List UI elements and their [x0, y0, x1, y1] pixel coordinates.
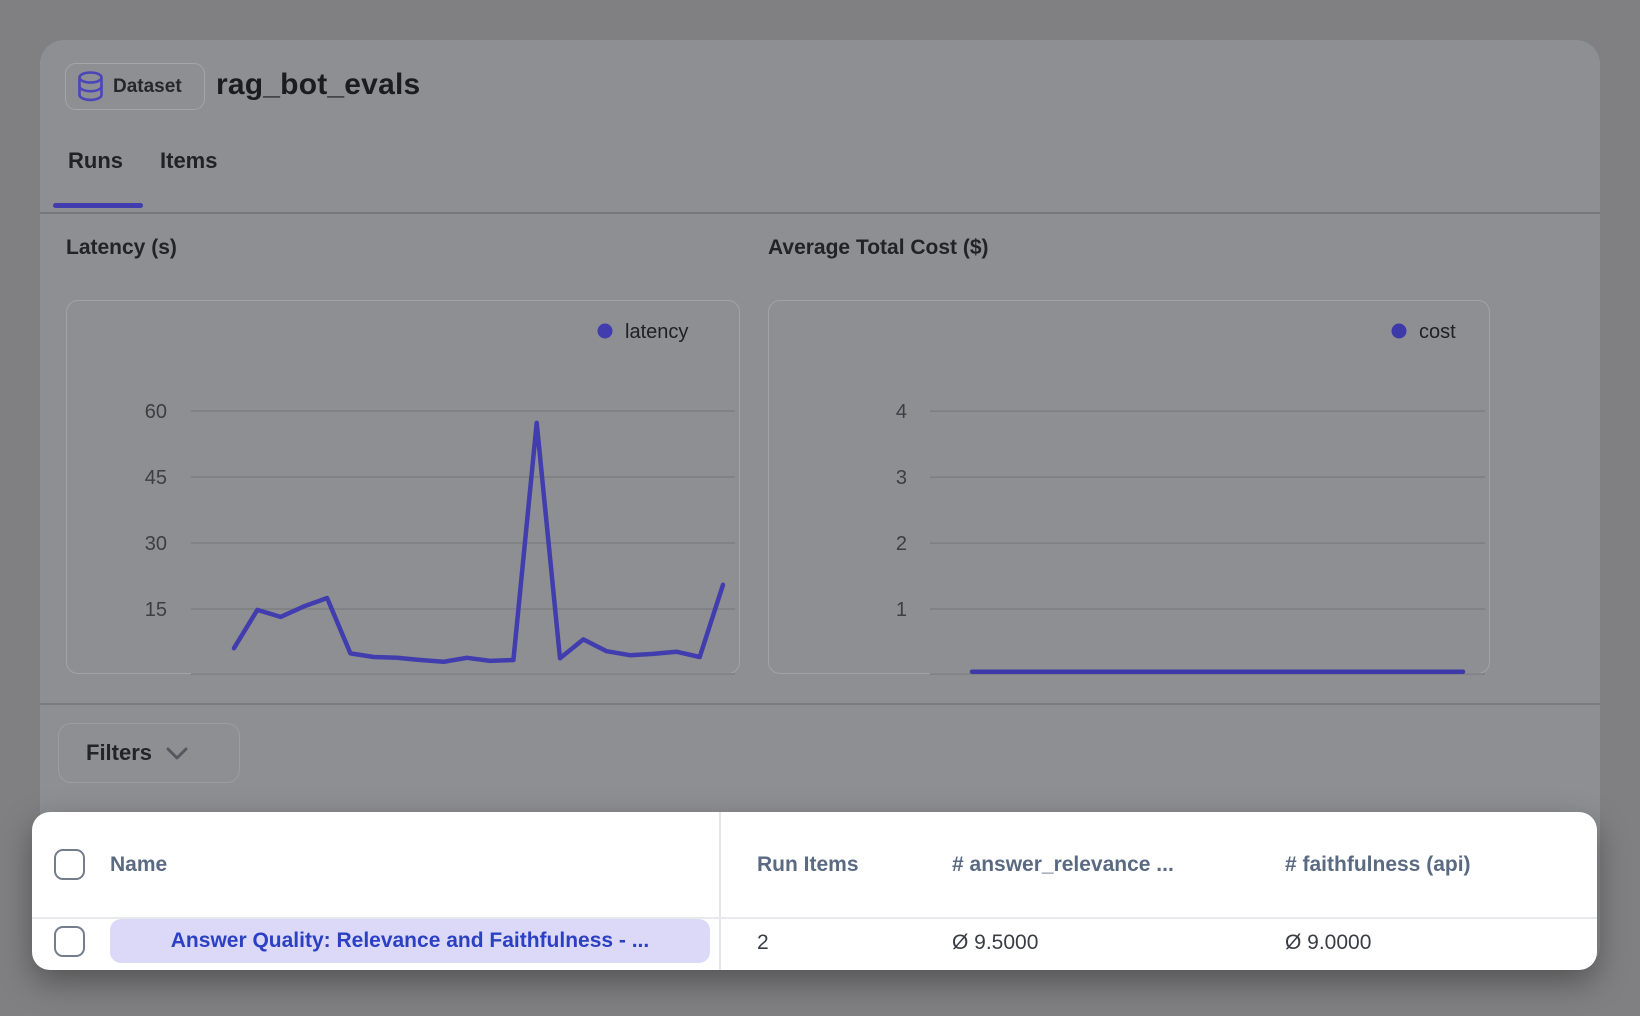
answer-relevance-value: Ø 9.5000 [952, 931, 1039, 954]
y-tick-label: 2 [896, 533, 907, 555]
database-icon [78, 71, 103, 102]
y-tick-label: 30 [145, 533, 167, 555]
latency-chart-card: 15 30 45 60 latency [66, 300, 740, 675]
select-row-checkbox[interactable] [54, 926, 85, 957]
tabbar-divider [40, 212, 1600, 214]
dataset-type-badge: Dataset [65, 63, 205, 110]
legend-dot [597, 323, 613, 339]
column-header-name[interactable]: Name [110, 853, 168, 876]
runs-table: Name Run Items # answer_relevance ... # … [32, 812, 1597, 970]
latency-chart-title: Latency (s) [66, 236, 177, 259]
y-tick-label: 1 [896, 599, 907, 621]
run-name-label: Answer Quality: Relevance and Faithfulne… [170, 929, 650, 952]
run-items-value: 2 [757, 931, 769, 954]
filters-button[interactable]: Filters [58, 723, 240, 783]
column-header-answer-relevance[interactable]: # answer_relevance ... [952, 853, 1174, 876]
header-row-divider [32, 917, 1597, 919]
cost-chart-title: Average Total Cost ($) [768, 236, 989, 259]
legend-label: cost [1419, 321, 1456, 343]
column-header-run-items[interactable]: Run Items [757, 853, 859, 876]
y-tick-label: 15 [145, 599, 167, 621]
chevron-down-icon [166, 747, 188, 759]
tab-items[interactable]: Items [160, 148, 218, 173]
column-separator [719, 812, 721, 970]
legend-label: latency [625, 321, 688, 343]
y-tick-label: 4 [896, 401, 907, 423]
page-title: rag_bot_evals [216, 68, 421, 101]
filters-label: Filters [86, 740, 153, 765]
legend-dot [1391, 323, 1407, 339]
run-name-link[interactable]: Answer Quality: Relevance and Faithfulne… [110, 919, 710, 963]
section-divider [40, 703, 1600, 705]
column-header-faithfulness[interactable]: # faithfulness (api) [1285, 853, 1471, 876]
select-all-checkbox[interactable] [54, 849, 85, 880]
badge-label: Dataset [113, 75, 182, 97]
cost-chart: 1 2 3 4 cost [896, 321, 1485, 675]
faithfulness-value: Ø 9.0000 [1285, 931, 1372, 954]
series-line [231, 420, 726, 665]
tab-runs[interactable]: Runs [68, 148, 123, 173]
y-tick-label: 45 [145, 467, 167, 489]
cost-chart-card: 1 2 3 4 cost [768, 300, 1490, 675]
y-tick-label: 3 [896, 467, 907, 489]
y-tick-label: 60 [145, 401, 167, 423]
latency-chart: 15 30 45 60 latency [145, 321, 735, 675]
active-tab-indicator [53, 203, 143, 208]
